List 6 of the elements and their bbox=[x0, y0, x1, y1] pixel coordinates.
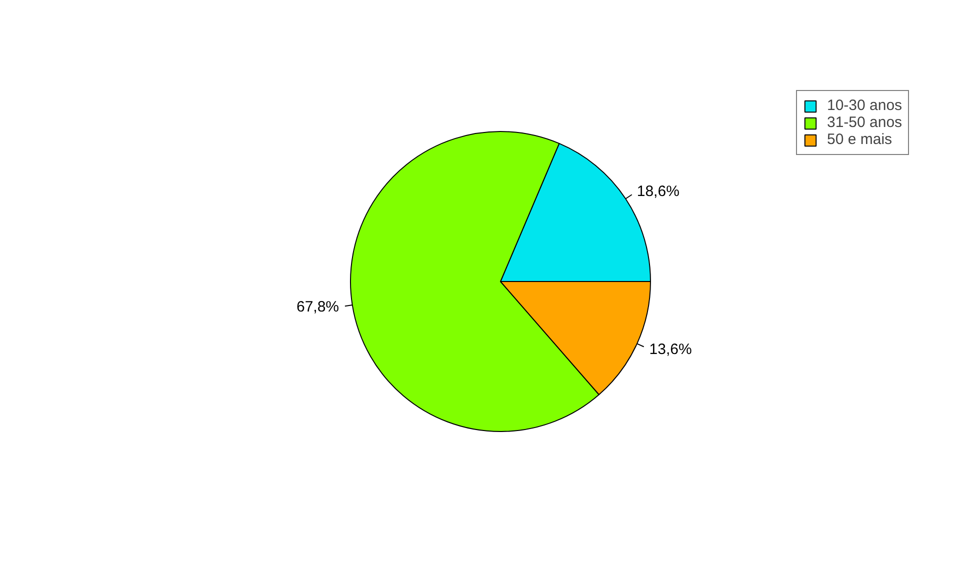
legend-label: 31-50 anos bbox=[827, 114, 902, 131]
legend-label: 10-30 anos bbox=[827, 97, 902, 114]
data-label: 18,6% bbox=[636, 182, 680, 200]
legend-label: 50 e mais bbox=[827, 131, 892, 148]
data-label: 13,6% bbox=[649, 340, 692, 358]
data-label: 67,8% bbox=[296, 298, 340, 316]
